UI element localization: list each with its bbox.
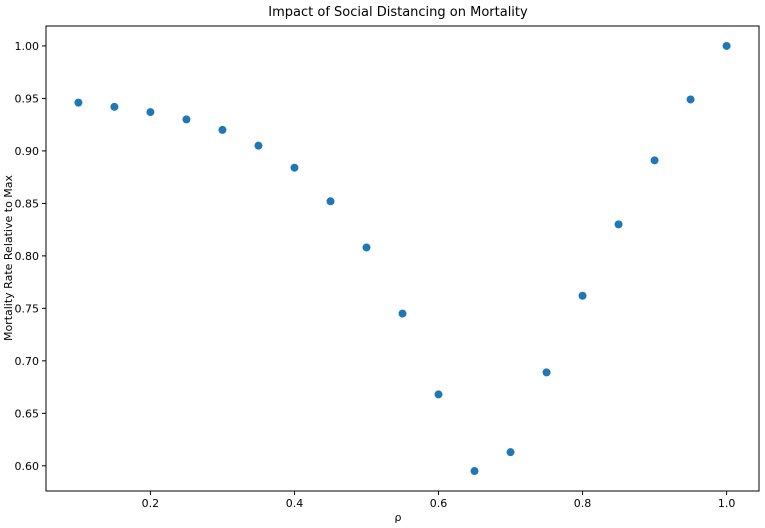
y-tick-label: 0.80 <box>15 250 40 263</box>
data-point <box>506 448 515 457</box>
y-tick-label: 0.75 <box>15 302 40 315</box>
y-axis-label: Mortality Rate Relative to Max <box>2 174 15 341</box>
plot-area <box>45 25 760 492</box>
data-point <box>218 125 227 134</box>
data-point <box>146 108 155 117</box>
data-point <box>434 390 443 399</box>
data-points <box>74 41 731 476</box>
data-point <box>722 41 731 50</box>
data-point <box>650 156 659 165</box>
data-point <box>470 467 479 476</box>
x-tick-label: 0.2 <box>142 497 160 510</box>
y-tick-label: 1.00 <box>15 40 40 53</box>
x-tick-label: 0.8 <box>574 497 592 510</box>
data-point <box>110 102 119 111</box>
data-point <box>254 141 263 150</box>
x-axis: 0.2 0.4 0.6 0.8 1.0 <box>142 491 736 510</box>
y-tick-label: 0.70 <box>15 355 40 368</box>
data-point <box>290 163 299 172</box>
data-point <box>74 98 83 107</box>
data-point <box>686 95 695 104</box>
data-point <box>362 243 371 252</box>
y-tick-label: 0.90 <box>15 145 40 158</box>
x-tick-label: 1.0 <box>718 497 736 510</box>
x-tick-label: 0.6 <box>430 497 448 510</box>
x-axis-label: ρ <box>395 511 402 524</box>
y-tick-label: 0.85 <box>15 197 40 210</box>
x-tick-label: 0.4 <box>286 497 304 510</box>
y-tick-label: 0.65 <box>15 407 40 420</box>
data-point <box>182 115 191 124</box>
y-tick-label: 0.95 <box>15 92 40 105</box>
data-point <box>398 309 407 318</box>
data-point <box>542 368 551 377</box>
data-point <box>578 291 587 300</box>
chart-title: Impact of Social Distancing on Mortality <box>268 5 528 20</box>
data-point <box>614 220 623 229</box>
data-point <box>326 197 335 206</box>
y-axis: 0.60 0.65 0.70 0.75 0.80 0.85 0.90 0.95 1.00 <box>15 40 46 473</box>
y-tick-label: 0.60 <box>15 460 40 473</box>
